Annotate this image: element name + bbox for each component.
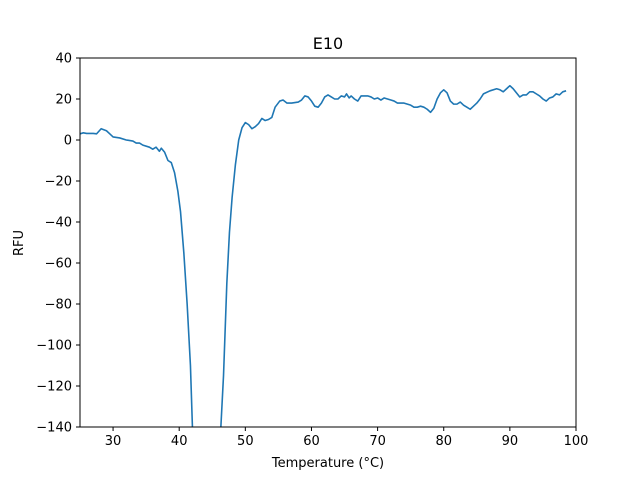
series-layer [80,84,567,427]
chart-title: E10 [313,34,343,53]
y-tick-label: −20 [45,175,72,190]
y-tick-label: −80 [45,298,72,313]
y-tick-label: −120 [36,380,72,395]
y-tick-label: −100 [36,339,72,354]
x-axis: 30 40 50 60 70 80 90 100 [105,427,589,449]
y-tick-label: −140 [36,421,72,436]
series-line [220,84,567,427]
y-tick-label: 20 [55,93,72,108]
x-tick-label: 60 [303,434,320,449]
x-tick-label: 50 [237,434,254,449]
x-tick-label: 90 [502,434,519,449]
y-tick-label: −40 [45,216,72,231]
series-line [80,127,194,427]
x-tick-label: 100 [564,434,589,449]
y-tick-label: 40 [55,52,72,67]
x-axis-label: Temperature (°C) [271,456,384,471]
y-tick-label: −60 [45,257,72,272]
y-tick-label: 0 [64,134,72,149]
y-axis: 40 20 0 −20 −40 −60 −80 −100 −120 −140 [36,52,80,436]
x-tick-label: 80 [435,434,452,449]
plot-frame [79,57,577,428]
y-axis-label: RFU [12,230,27,256]
x-tick-label: 30 [105,434,122,449]
x-tick-label: 70 [369,434,386,449]
x-tick-label: 40 [171,434,188,449]
